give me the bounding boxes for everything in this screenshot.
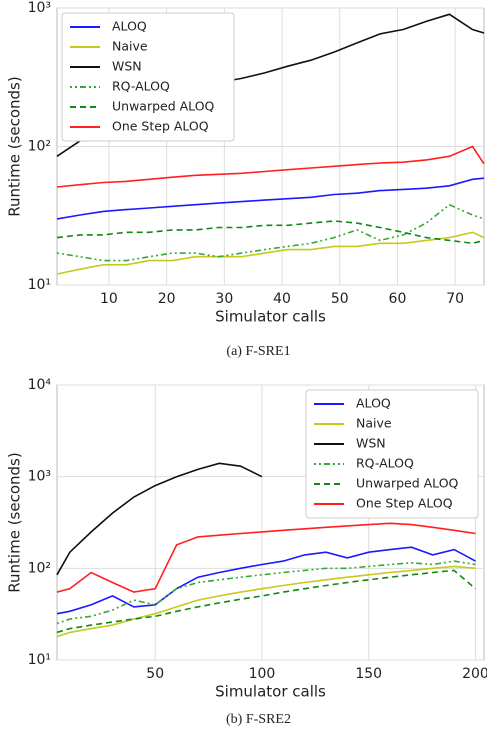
- legend-box: [305, 389, 479, 519]
- legend-label: Unwarped ALOQ: [356, 476, 459, 491]
- x-tick-label: 30: [215, 291, 233, 307]
- caption: (b) F-SRE2: [226, 712, 291, 727]
- x-tick-label: 100: [249, 666, 276, 682]
- x-tick-label: 10: [100, 291, 118, 307]
- line-series: [56, 565, 476, 638]
- y-axis-label: Runtime (seconds): [6, 76, 24, 216]
- y-tick-label: 10²: [28, 560, 51, 576]
- legend-label: WSN: [112, 59, 142, 74]
- legend-label: RQ-ALOQ: [356, 456, 414, 471]
- y-axis-label: Runtime (seconds): [6, 452, 24, 592]
- legend-label: Unwarped ALOQ: [112, 99, 215, 114]
- line-series: [56, 177, 485, 220]
- x-axis-label: Simulator calls: [215, 683, 326, 701]
- line-series: [56, 203, 485, 262]
- line-series: [56, 462, 263, 576]
- line-series: [56, 522, 476, 593]
- legend-label: One Step ALOQ: [112, 119, 209, 134]
- legend-label: One Step ALOQ: [356, 496, 453, 511]
- y-tick-label: 10³: [28, 0, 51, 16]
- x-tick-label: 150: [355, 666, 382, 682]
- x-axis-label: Simulator calls: [215, 308, 326, 326]
- y-tick-label: 10⁴: [28, 377, 52, 393]
- legend-label: RQ-ALOQ: [112, 79, 170, 94]
- legend-label: Naive: [356, 416, 392, 431]
- line-series: [56, 546, 476, 615]
- y-tick-label: 10¹: [28, 277, 51, 293]
- x-tick-label: 200: [462, 666, 487, 682]
- caption: (a) F-SRE1: [226, 344, 290, 359]
- line-series: [56, 231, 485, 275]
- x-tick-label: 20: [158, 291, 176, 307]
- x-tick-label: 40: [273, 291, 291, 307]
- x-tick-label: 50: [146, 666, 164, 682]
- y-tick-label: 10³: [28, 469, 51, 485]
- legend-box: [61, 12, 235, 142]
- y-tick-label: 10¹: [28, 652, 51, 668]
- legend-label: ALOQ: [356, 396, 391, 411]
- x-tick-label: 50: [331, 291, 349, 307]
- x-tick-label: 60: [389, 291, 407, 307]
- legend-label: ALOQ: [112, 19, 147, 34]
- y-tick-label: 10²: [28, 139, 51, 155]
- legend-label: WSN: [356, 436, 386, 451]
- line-series: [56, 569, 477, 634]
- legend-label: Naive: [112, 39, 148, 54]
- line-series: [56, 145, 485, 188]
- x-tick-label: 70: [446, 291, 464, 307]
- line-series: [56, 220, 485, 245]
